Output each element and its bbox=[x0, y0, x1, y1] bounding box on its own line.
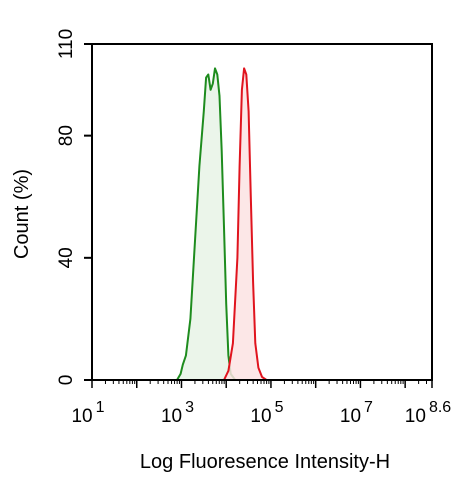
x-tick-label-3: 10 5 bbox=[250, 399, 283, 427]
series-2-area bbox=[224, 68, 267, 381]
x-tick-base: 10 bbox=[405, 406, 426, 427]
x-tick-exponent: 1 bbox=[96, 399, 105, 416]
x-tick-label-4: 10 7 bbox=[340, 399, 373, 427]
x-tick-exponent: 7 bbox=[364, 399, 373, 416]
y-axis-title: Count (%) bbox=[11, 169, 33, 259]
series-2-line bbox=[223, 67, 268, 381]
x-axis-title: Log Fluoresence Intensity-H bbox=[140, 451, 390, 473]
x-tick-exponent: 3 bbox=[185, 399, 194, 416]
y-tick-label-110: 110 bbox=[56, 29, 77, 59]
x-tick-label-5: 10 8.6 bbox=[405, 399, 451, 427]
series-layer bbox=[176, 67, 268, 381]
x-tick-base: 10 bbox=[71, 406, 92, 427]
x-tick-label-2: 10 3 bbox=[161, 399, 194, 427]
axes-layer bbox=[91, 43, 433, 381]
ticks-layer bbox=[84, 43, 433, 388]
x-tick-label-1: 10 1 bbox=[71, 399, 104, 427]
plot-frame bbox=[91, 43, 433, 381]
series-1-line bbox=[176, 67, 237, 381]
x-tick-exponent: 8.6 bbox=[429, 399, 451, 416]
x-tick-base: 10 bbox=[161, 406, 182, 427]
x-tick-exponent: 5 bbox=[275, 399, 284, 416]
y-tick-label-80: 80 bbox=[56, 125, 77, 146]
x-tick-base: 10 bbox=[250, 406, 271, 427]
y-tick-label-0: 0 bbox=[56, 375, 77, 386]
y-tick-label-40: 40 bbox=[56, 247, 77, 268]
x-tick-base: 10 bbox=[340, 406, 361, 427]
